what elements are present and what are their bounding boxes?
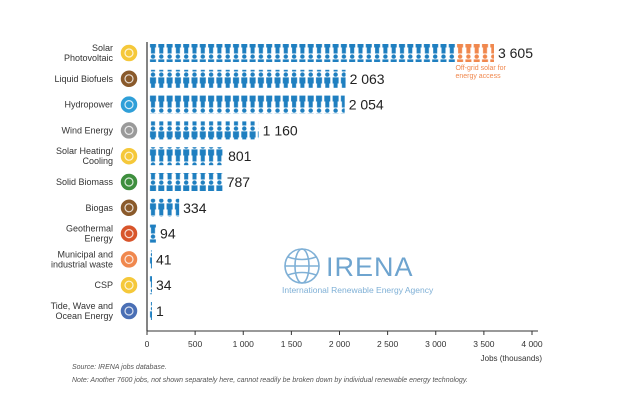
irena-watermark: IRENA International Renewable Energy Age… — [282, 248, 434, 295]
source-note: Source: IRENA jobs database. — [72, 364, 167, 371]
bar — [149, 69, 346, 88]
category-label: Tide, Wave and Ocean Energy — [51, 301, 114, 321]
thermometer-icon-detail — [124, 229, 134, 239]
sun-icon-detail — [124, 48, 134, 58]
sun-icon — [119, 275, 139, 295]
x-tick-label: 0 — [145, 339, 150, 349]
leaf-icon-detail — [124, 177, 134, 187]
wave-icon — [119, 301, 139, 321]
value-label: 34 — [156, 277, 172, 293]
leaf-icon — [119, 172, 139, 192]
bar — [149, 224, 157, 243]
bar — [149, 121, 259, 140]
x-tick-label: 500 — [188, 339, 202, 349]
offgrid-bar — [456, 44, 494, 62]
category-label: Wind Energy — [61, 125, 113, 135]
category-label: Solid Biomass — [56, 177, 114, 187]
leaf-icon — [119, 198, 139, 218]
value-label: 41 — [156, 251, 172, 267]
value-label: 801 — [228, 148, 252, 164]
offgrid-annotation: Off-grid solar for energy access — [455, 65, 506, 80]
value-label: 3 605 — [498, 45, 533, 61]
irena-name: IRENA — [326, 252, 414, 282]
irena-subtitle: International Renewable Energy Agency — [282, 285, 434, 295]
category-label: Geothermal Energy — [66, 224, 114, 244]
bar — [149, 173, 223, 191]
bar — [149, 302, 152, 320]
value-label: 2 054 — [349, 97, 384, 113]
category-label: Hydropower — [64, 100, 113, 110]
sun-icon — [119, 43, 139, 63]
x-tick-label: 2 000 — [329, 339, 351, 349]
x-tick-label: 4 000 — [521, 339, 543, 349]
value-label: 787 — [227, 174, 251, 190]
wave-icon-detail — [124, 306, 134, 316]
bar — [149, 44, 457, 62]
value-label: 1 160 — [263, 122, 298, 138]
water-drop-icon-detail — [124, 99, 134, 110]
thermometer-icon — [119, 223, 139, 244]
value-label: 1 — [156, 303, 164, 319]
turbine-icon-detail — [124, 125, 134, 135]
category-label: Liquid Biofuels — [54, 74, 113, 84]
x-tick-label: 1 500 — [281, 339, 303, 349]
bar — [149, 147, 225, 166]
x-tick-label: 3 000 — [425, 339, 447, 349]
value-label: 334 — [183, 200, 207, 216]
value-label: 2 063 — [350, 71, 385, 87]
irena-globe-icon — [284, 248, 320, 284]
turbine-icon — [119, 120, 139, 141]
footnote: Note: Another 7600 jobs, not shown separ… — [72, 377, 468, 384]
category-label: Solar Heating/Cooling — [56, 146, 114, 166]
x-tick-label: 1 000 — [233, 339, 255, 349]
sun-icon-detail — [124, 280, 134, 290]
water-drop-icon — [119, 94, 139, 115]
sun-icon — [119, 146, 139, 166]
category-label: Municipal and industrial waste — [51, 249, 113, 269]
leaf-icon-detail — [124, 203, 134, 213]
leaf-drop-icon — [119, 69, 139, 89]
category-label: Solar Photovoltaic — [64, 43, 114, 63]
x-tick-label: 2 500 — [377, 339, 399, 349]
bar — [149, 276, 152, 295]
sun-icon-detail — [124, 151, 134, 161]
value-label: 94 — [160, 226, 176, 242]
bar — [149, 95, 345, 114]
leaf-drop-icon-detail — [124, 74, 134, 84]
waste-icon-detail — [124, 254, 134, 264]
category-label: Biogas — [85, 203, 113, 213]
category-label: CSP — [94, 280, 113, 290]
bar — [149, 250, 152, 269]
x-tick-label: 3 500 — [473, 339, 495, 349]
x-axis-title: Jobs (thousands) — [481, 354, 543, 363]
bar — [149, 198, 180, 217]
waste-icon — [119, 249, 139, 270]
